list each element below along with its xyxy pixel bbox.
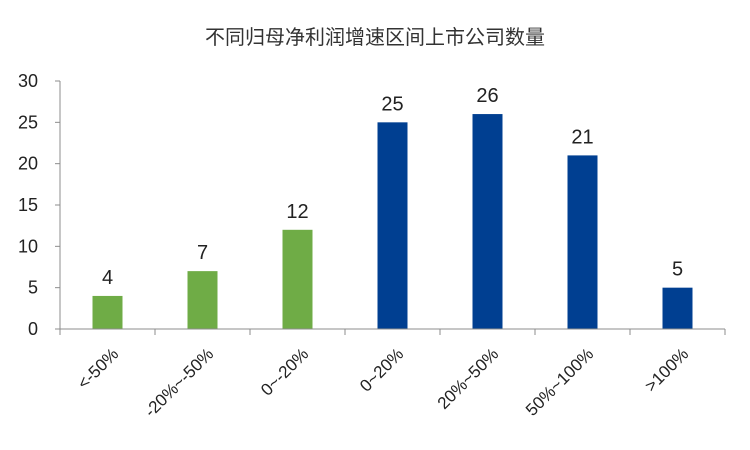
data-label: 4 — [102, 267, 113, 289]
bar — [282, 229, 313, 329]
bars — [92, 114, 693, 329]
y-axis: 0 5 10 15 20 25 30 — [18, 71, 61, 339]
data-label: 5 — [672, 259, 683, 281]
x-tick-label: 20%~50% — [434, 344, 503, 413]
x-tick-label: >100% — [641, 344, 692, 395]
data-labels: 4 7 12 25 26 21 5 — [102, 85, 683, 289]
y-tick-label: 20 — [18, 154, 38, 174]
chart-title: 不同归母净利润增速区间上市公司数量 — [205, 25, 545, 49]
bar — [377, 122, 408, 329]
x-tick-label: 0~20% — [356, 344, 407, 395]
x-tick-label: -20%~-50% — [141, 344, 218, 421]
data-label: 12 — [286, 201, 308, 223]
y-tick-label: 25 — [18, 112, 38, 132]
y-tick-label: 10 — [18, 236, 38, 256]
x-tick-label: 0~-20% — [257, 344, 312, 399]
data-label: 21 — [571, 126, 593, 148]
bar — [567, 155, 598, 329]
data-label: 7 — [197, 242, 208, 264]
y-tick-label: 30 — [18, 71, 38, 91]
bar — [662, 287, 693, 329]
bar — [92, 295, 123, 329]
y-tick-label: 0 — [28, 319, 38, 339]
x-axis: <-50% -20%~-50% 0~-20% 0~20% 20%~50% 50%~100%… — [59, 328, 726, 421]
data-label: 25 — [381, 93, 403, 115]
bar — [472, 114, 503, 329]
bar — [187, 271, 218, 329]
x-tick-label: 50%~100% — [522, 344, 597, 419]
y-tick-label: 5 — [28, 278, 38, 298]
y-tick-label: 15 — [18, 195, 38, 215]
x-tick-label: <-50% — [74, 344, 123, 393]
data-label: 26 — [476, 85, 498, 107]
